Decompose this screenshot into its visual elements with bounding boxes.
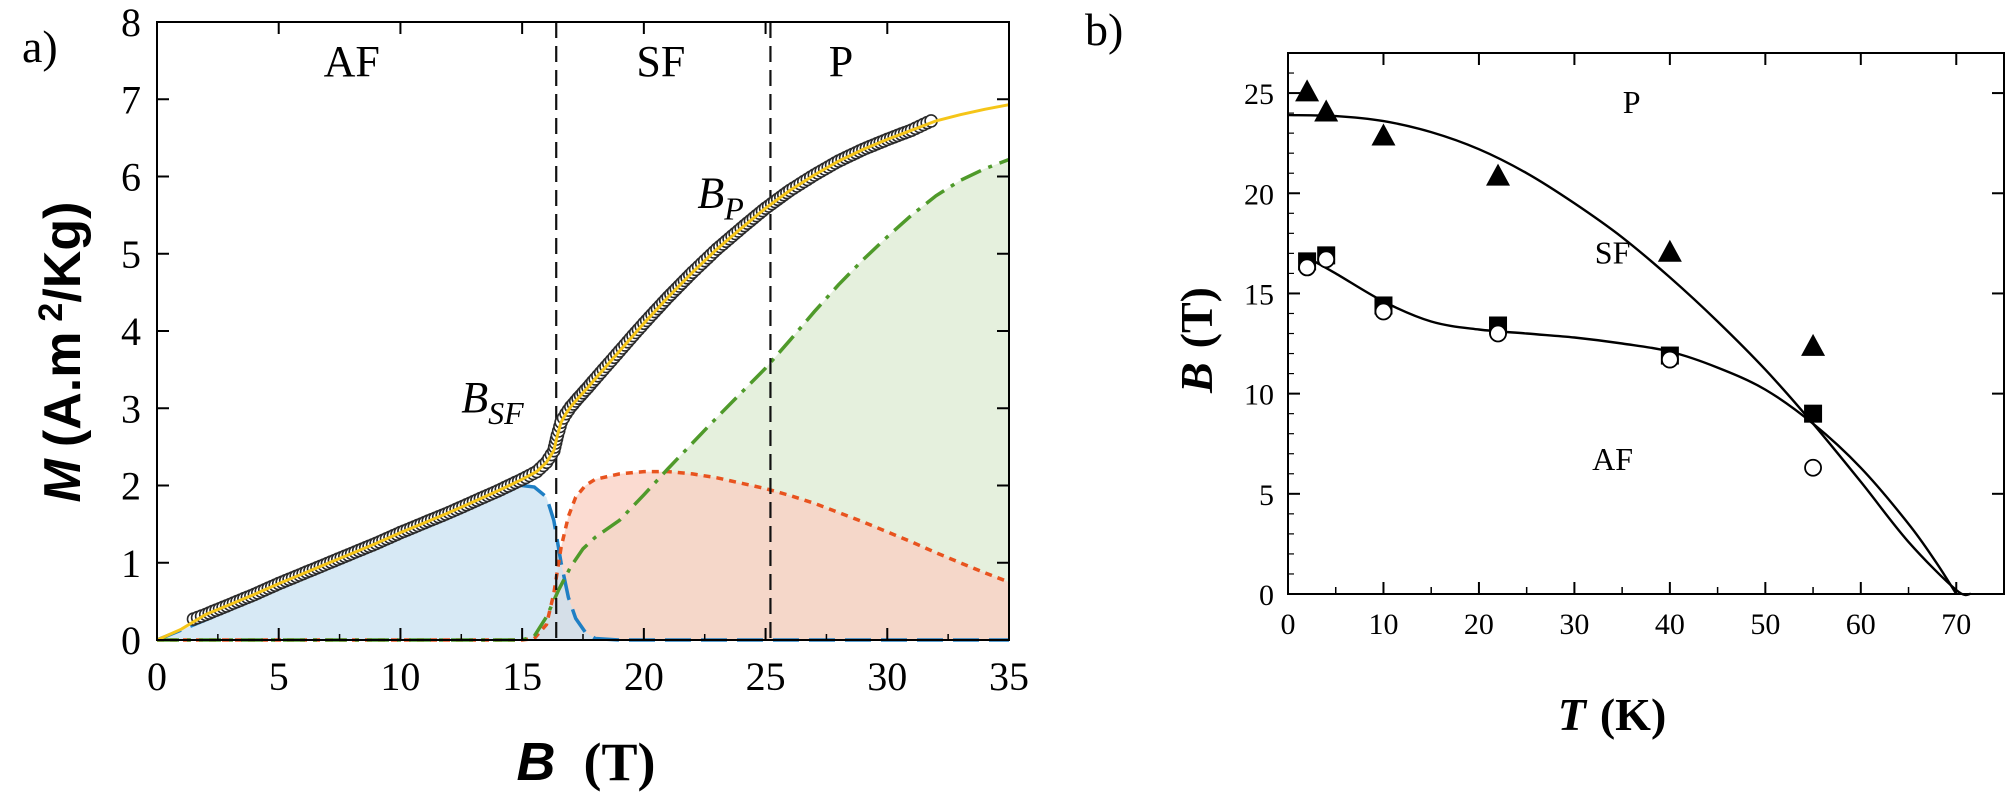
y-tick-label: 2 <box>121 464 141 509</box>
region-labels-b: P SF AF <box>1592 84 1640 477</box>
region-label-sf: SF <box>636 37 685 86</box>
x-tick-label: 0 <box>147 654 167 699</box>
triangle-point <box>1657 239 1682 262</box>
x-tick-label: 10 <box>380 654 420 699</box>
x-tick-label: 5 <box>269 654 289 699</box>
x-tick-label: 30 <box>867 654 907 699</box>
sf-component-curve <box>157 469 1010 642</box>
y-tick-label-b: 5 <box>1259 479 1274 512</box>
x-tick-label-b: 70 <box>1941 608 1971 641</box>
circle-point <box>1804 458 1822 477</box>
x-axis-label-b: T (K) <box>1558 689 1667 740</box>
circle-point <box>1660 350 1679 369</box>
y-tick-label: 4 <box>121 309 141 354</box>
field-annotations: BSF BP <box>461 168 744 431</box>
panel-a: a) 0 5 10 15 20 25 30 35 0 1 2 3 4 5 6 7 8 AF SF P BSF BP B… <box>22 0 1029 792</box>
total-fit-line <box>156 103 1010 642</box>
y-tick-label: 6 <box>121 155 141 200</box>
y-tick-label: 5 <box>121 232 141 277</box>
square-point <box>1804 404 1823 423</box>
x-tick-label-b: 20 <box>1464 608 1494 641</box>
triangle-point <box>1295 79 1320 102</box>
region-label-b-sf: SF <box>1595 234 1631 270</box>
x-tick-label-b: 50 <box>1750 608 1780 641</box>
x-tick-label-b: 30 <box>1559 608 1589 641</box>
y-axis-label: M(A.m2/Kg) <box>32 202 92 503</box>
y-tick-label: 3 <box>121 386 141 431</box>
y-tick-label-b: 25 <box>1244 78 1274 111</box>
axis-ticks-b: 0 10 20 30 40 50 60 70 0 5 10 15 20 25 <box>1244 53 2004 641</box>
triangle-point <box>1371 123 1396 146</box>
y-tick-label-b: 15 <box>1244 278 1274 311</box>
region-label-b-af: AF <box>1592 441 1633 477</box>
x-tick-label: 35 <box>989 654 1029 699</box>
p-component-curve <box>157 157 1010 642</box>
x-tick-label-b: 10 <box>1368 608 1398 641</box>
y-tick-label-b: 0 <box>1259 579 1274 612</box>
sf-component-fill <box>157 471 1009 640</box>
triangle-point <box>1801 333 1826 356</box>
triangle-point <box>1486 163 1511 186</box>
plot-frame-b <box>1287 52 2005 595</box>
x-tick-label-b: 60 <box>1846 608 1876 641</box>
y-tick-label-b: 10 <box>1244 379 1274 412</box>
data-points <box>1295 79 1826 477</box>
x-tick-label: 15 <box>502 654 542 699</box>
circle-point <box>1374 302 1393 321</box>
x-tick-label-b: 0 <box>1281 608 1296 641</box>
circle-point <box>1489 324 1507 343</box>
axis-ticks: 0 5 10 15 20 25 30 35 0 1 2 3 4 5 6 7 8 <box>121 0 1029 699</box>
y-tick-label: 8 <box>121 0 141 45</box>
phase-boundary-lines <box>555 22 772 640</box>
annotation-b-p: BP <box>697 168 743 226</box>
region-label-af: AF <box>324 37 380 86</box>
panel-a-label: a) <box>22 21 58 72</box>
phase-boundary-fits <box>1287 113 1971 597</box>
x-axis-label: B (T) <box>517 732 656 792</box>
x-tick-label: 25 <box>746 654 786 699</box>
p-boundary-fit-line <box>1287 113 1971 597</box>
circle-point <box>1298 258 1316 277</box>
triangle-point <box>1314 99 1339 122</box>
circle-point <box>1317 250 1336 269</box>
panel-b-label: b) <box>1085 4 1123 55</box>
x-tick-label: 20 <box>624 654 664 699</box>
x-tick-label-b: 40 <box>1655 608 1685 641</box>
y-tick-label: 7 <box>121 77 141 122</box>
region-label-b-p: P <box>1623 84 1641 120</box>
component-fill-areas <box>157 159 1009 640</box>
af-component-fill <box>157 485 1009 640</box>
region-labels: AF SF P <box>324 37 854 86</box>
y-axis-label-b: B(T) <box>1171 287 1222 394</box>
region-label-p: P <box>829 37 853 86</box>
annotation-b-sf: BSF <box>461 373 524 431</box>
y-tick-label: 1 <box>121 541 141 586</box>
sf-boundary-fit-line <box>1306 256 1958 595</box>
y-tick-label: 0 <box>121 618 141 663</box>
y-tick-label-b: 20 <box>1244 178 1274 211</box>
total-fit-curve <box>156 103 1010 642</box>
